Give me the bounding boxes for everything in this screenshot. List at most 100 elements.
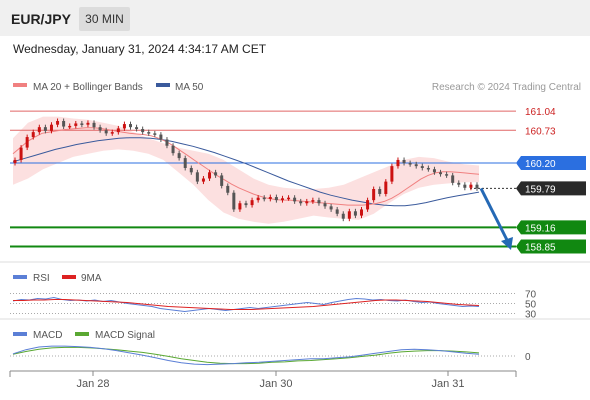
forecast-arrow-head bbox=[501, 237, 513, 250]
candle bbox=[86, 122, 90, 125]
candle bbox=[347, 211, 351, 219]
candle bbox=[396, 159, 400, 167]
candle bbox=[208, 172, 212, 179]
macd-plot: 0 bbox=[10, 345, 531, 366]
candle bbox=[341, 213, 345, 219]
support-label-box bbox=[516, 220, 586, 235]
resistance-label: 161.04 bbox=[525, 107, 556, 118]
candle bbox=[110, 132, 114, 134]
candle bbox=[457, 182, 461, 185]
candle bbox=[129, 124, 132, 128]
candle bbox=[153, 133, 157, 135]
candle bbox=[37, 127, 41, 133]
candle bbox=[323, 203, 327, 207]
candle bbox=[214, 172, 218, 176]
candle bbox=[463, 184, 467, 188]
rsi-legend-label: RSI bbox=[33, 273, 50, 284]
candle bbox=[445, 174, 449, 176]
interval-badge[interactable] bbox=[79, 7, 130, 31]
macd-signal-legend-label: MACD Signal bbox=[95, 330, 155, 341]
candle bbox=[244, 203, 248, 206]
forecast-arrow bbox=[479, 187, 509, 241]
candle bbox=[353, 211, 357, 216]
candle bbox=[402, 159, 406, 164]
candle bbox=[195, 172, 199, 182]
candle bbox=[189, 167, 193, 173]
rsi-ma-line bbox=[13, 299, 480, 310]
candle bbox=[335, 209, 339, 214]
pivot-label-box bbox=[516, 156, 586, 170]
macd-zero-label: 0 bbox=[525, 352, 531, 363]
candle bbox=[183, 158, 187, 168]
candle bbox=[238, 203, 242, 210]
candle bbox=[384, 181, 388, 194]
candle bbox=[390, 166, 394, 182]
candle bbox=[62, 120, 66, 127]
candle bbox=[366, 200, 370, 210]
time-tick-label: Jan 30 bbox=[259, 378, 292, 390]
last-label: 159.79 bbox=[525, 184, 556, 195]
candle bbox=[420, 166, 424, 168]
candle bbox=[25, 137, 29, 148]
candle bbox=[147, 132, 151, 134]
candle bbox=[98, 127, 102, 131]
credit-text: Research © 2024 Trading Central bbox=[432, 82, 581, 93]
macd-legend-swatch bbox=[13, 332, 27, 336]
support-label: 159.16 bbox=[525, 223, 556, 234]
candle bbox=[317, 200, 321, 204]
candle bbox=[293, 197, 297, 202]
candle bbox=[104, 130, 108, 134]
candle bbox=[92, 122, 96, 128]
rsi-tick-label: 30 bbox=[525, 310, 537, 321]
time-tick-label: Jan 31 bbox=[431, 378, 464, 390]
candle bbox=[116, 128, 120, 133]
candle bbox=[80, 123, 84, 125]
candle bbox=[141, 129, 145, 133]
candle bbox=[414, 164, 418, 167]
candle bbox=[329, 206, 333, 210]
ma20-legend-label: MA 20 + Bollinger Bands bbox=[33, 82, 143, 93]
candle bbox=[220, 175, 224, 186]
candle bbox=[305, 201, 309, 204]
ma50-legend-swatch bbox=[156, 83, 170, 87]
candle bbox=[426, 167, 430, 170]
time-tick-label: Jan 28 bbox=[76, 378, 109, 390]
candle bbox=[171, 145, 175, 154]
macd-legend-label: MACD bbox=[33, 330, 62, 341]
candle bbox=[74, 123, 78, 126]
candle bbox=[13, 159, 17, 164]
candle bbox=[43, 127, 47, 131]
candle bbox=[19, 147, 23, 160]
rsi-tick-label: 70 bbox=[525, 290, 537, 301]
candle bbox=[439, 172, 443, 175]
ma50-legend-label: MA 50 bbox=[175, 82, 204, 93]
candle bbox=[177, 153, 181, 159]
resistance-label: 160.73 bbox=[525, 126, 556, 137]
candle bbox=[432, 169, 436, 173]
candle bbox=[31, 132, 35, 138]
support-label: 158.85 bbox=[525, 243, 556, 254]
instrument-title: EUR/JPY bbox=[11, 11, 72, 27]
candle bbox=[256, 197, 260, 201]
candle bbox=[372, 189, 376, 201]
macd-line bbox=[12, 345, 480, 366]
candle bbox=[287, 197, 291, 200]
candle bbox=[232, 192, 236, 210]
candle bbox=[135, 127, 139, 130]
ma50-line bbox=[12, 137, 480, 207]
candle bbox=[226, 185, 230, 193]
candle bbox=[360, 209, 363, 216]
candle bbox=[274, 197, 278, 201]
rsi-ma-legend-label: 9MA bbox=[81, 273, 102, 284]
candle bbox=[469, 184, 473, 188]
support-label-box bbox=[516, 239, 586, 254]
candle bbox=[165, 139, 169, 146]
rsi-ma-legend-swatch bbox=[62, 275, 76, 279]
ma20-line bbox=[12, 127, 480, 206]
candle bbox=[262, 197, 266, 200]
time-axis: Jan 28 Jan 30 Jan 31 bbox=[9, 370, 517, 390]
candle bbox=[122, 124, 126, 129]
